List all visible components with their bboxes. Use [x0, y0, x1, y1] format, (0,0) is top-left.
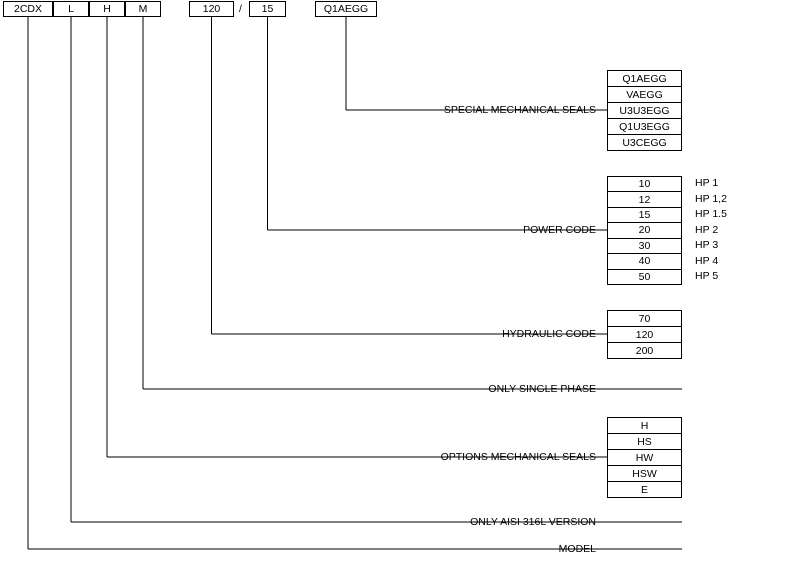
- slash: /: [239, 3, 242, 15]
- top-box-opt_seals: H: [89, 1, 125, 17]
- side-power-5: HP 4: [695, 255, 718, 267]
- side-power-3: HP 2: [695, 224, 718, 236]
- label-seals: SPECIAL MECHANICAL SEALS: [444, 104, 596, 116]
- opt-power-3: 20: [607, 222, 682, 238]
- side-power-2: HP 1.5: [695, 208, 727, 220]
- top-box-model: 2CDX: [3, 1, 53, 17]
- opt-hydraulic-2: 200: [607, 342, 682, 359]
- opt-power-6: 50: [607, 269, 682, 285]
- top-box-phase: M: [125, 1, 161, 17]
- label-aisi: ONLY AISI 316L VERSION: [470, 516, 596, 528]
- label-hydraulic: HYDRAULIC CODE: [502, 328, 596, 340]
- opt-power-5: 40: [607, 253, 682, 269]
- label-model: MODEL: [559, 543, 596, 555]
- label-power: POWER CODE: [523, 224, 596, 236]
- side-power-1: HP 1,2: [695, 193, 727, 205]
- opt-opt_seals-2: HW: [607, 449, 682, 466]
- opt-power-1: 12: [607, 191, 682, 207]
- opt-seals-2: U3U3EGG: [607, 102, 682, 119]
- opt-seals-1: VAEGG: [607, 86, 682, 103]
- top-box-power: 15: [249, 1, 286, 17]
- opt-seals-4: U3CEGG: [607, 134, 682, 151]
- top-box-seals: Q1AEGG: [315, 1, 377, 17]
- opt-hydraulic-1: 120: [607, 326, 682, 343]
- side-power-4: HP 3: [695, 239, 718, 251]
- opt-hydraulic-0: 70: [607, 310, 682, 327]
- opt-opt_seals-0: H: [607, 417, 682, 434]
- side-power-6: HP 5: [695, 270, 718, 282]
- opt-power-2: 15: [607, 207, 682, 223]
- opt-opt_seals-3: HSW: [607, 465, 682, 482]
- side-power-0: HP 1: [695, 177, 718, 189]
- opt-power-0: 10: [607, 176, 682, 192]
- opt-power-4: 30: [607, 238, 682, 254]
- top-box-aisi: L: [53, 1, 89, 17]
- label-opt_seals: OPTIONS MECHANICAL SEALS: [441, 451, 596, 463]
- top-box-hydraulic: 120: [189, 1, 234, 17]
- opt-opt_seals-4: E: [607, 481, 682, 498]
- label-phase: ONLY SINGLE PHASE: [488, 383, 596, 395]
- opt-opt_seals-1: HS: [607, 433, 682, 450]
- opt-seals-3: Q1U3EGG: [607, 118, 682, 135]
- opt-seals-0: Q1AEGG: [607, 70, 682, 87]
